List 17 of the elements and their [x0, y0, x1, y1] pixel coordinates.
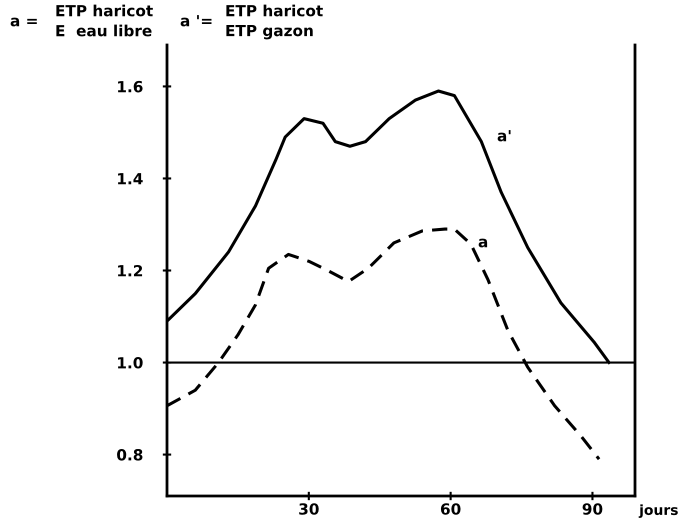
y-tick-label: 0.8	[117, 449, 142, 461]
text: ETP gazon	[226, 24, 313, 40]
x-tick-label: 60	[440, 503, 461, 515]
x-axis-title: jours	[638, 504, 678, 518]
y-tick-label: 1.6	[118, 80, 143, 92]
text: a '=	[180, 15, 212, 26]
y-tick-label: 1.0	[118, 357, 143, 369]
text: ETP haricot	[56, 4, 153, 16]
y-tick-label: 1.4	[118, 173, 143, 184]
annotation: a	[478, 238, 488, 248]
text: E eau libre	[56, 24, 152, 36]
x-tick-label: 90	[582, 503, 602, 515]
y-tick-label: 1.2	[118, 264, 142, 276]
text: a =	[10, 18, 37, 26]
x-tick-label: 30	[299, 503, 319, 515]
annotation: a'	[498, 130, 511, 142]
text: ETP haricot	[226, 4, 323, 16]
